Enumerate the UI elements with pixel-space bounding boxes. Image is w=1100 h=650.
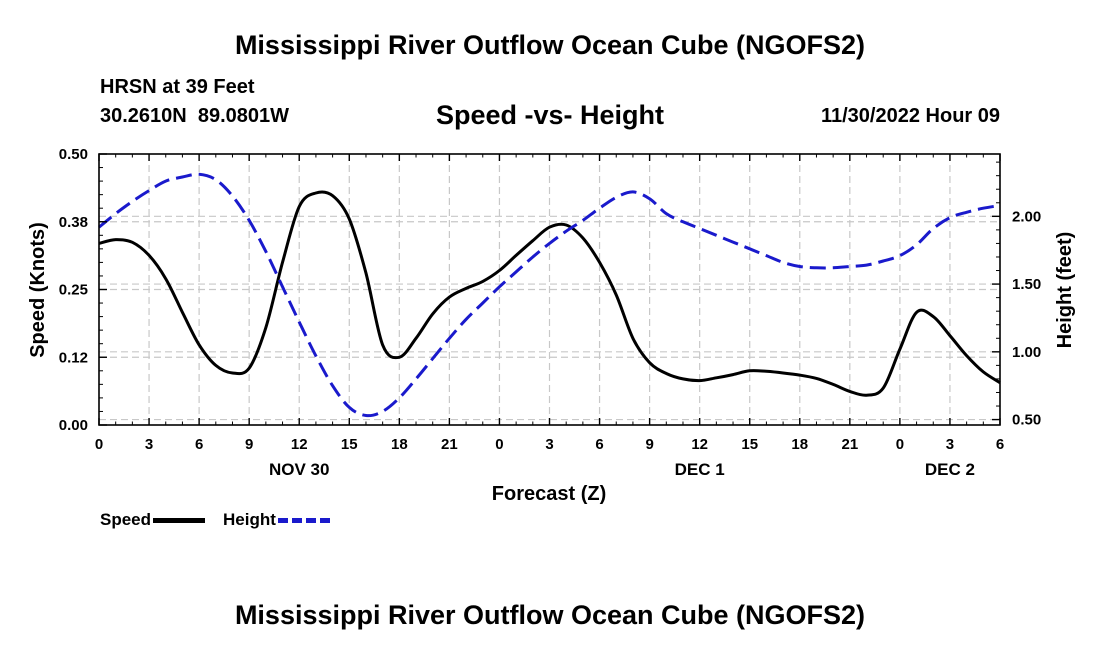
y-left-tick-label: 0.25 [59,282,88,299]
x-tick-label: 12 [291,436,308,453]
x-tick-label: 21 [441,436,458,453]
x-tick-label: 21 [841,436,858,453]
x-tick-label: 3 [145,436,153,453]
legend-speed-label: Speed [100,510,152,529]
x-tick-label: 15 [741,436,758,453]
x-day-label: DEC 1 [675,460,725,479]
x-tick-label: 0 [495,436,503,453]
axis-ticks [98,153,1001,426]
main-title: Mississippi River Outflow Ocean Cube (NG… [234,30,866,60]
coordinates-label: 30.2610N 89.0801W [100,105,290,127]
x-tick-label: 3 [545,436,553,453]
station-label: HRSN at 39 Feet [100,76,255,98]
y-right-axis-title: Height (feet) [1054,232,1076,349]
legend-height-label: Height [223,510,276,529]
x-tick-label: 12 [691,436,708,453]
legend-height-swatch [277,517,330,523]
x-tick-label: 3 [946,436,954,453]
y-left-tick-label: 0.38 [59,214,88,231]
axis-labels: 0 3 6 9 12 15 18 21 0 3 6 9 12 15 18 21 0 3 6 NOV 30 DEC 1 DE… [59,146,1041,479]
x-tick-label: 6 [595,436,603,453]
speed-series-line [98,190,1001,397]
y-left-tick-label: 0.00 [59,417,88,434]
y-left-tick-label: 0.50 [59,146,88,163]
height-series-line [98,172,1001,418]
y-left-tick-label: 0.12 [59,349,88,366]
x-tick-label: 18 [391,436,408,453]
grid-lines [99,154,1000,425]
x-tick-label: 15 [341,436,358,453]
x-tick-label: 6 [996,436,1004,453]
y-right-tick-label: 0.50 [1012,412,1041,429]
x-tick-label: 0 [896,436,904,453]
legend: Speed Height [100,508,330,532]
y-right-tick-label: 2.00 [1012,208,1041,225]
x-tick-label: 6 [195,436,203,453]
y-left-axis-title: Speed (Knots) [27,222,49,358]
y-right-tick-label: 1.00 [1012,344,1041,361]
x-tick-label: 0 [95,436,103,453]
x-tick-label: 9 [245,436,253,453]
chart-subtitle: Speed -vs- Height [435,100,665,130]
y-right-tick-label: 1.50 [1012,276,1041,293]
legend-speed-swatch [153,517,206,523]
series-lines [98,172,1001,418]
x-axis-title: Forecast (Z) [492,483,606,505]
x-tick-label: 18 [791,436,808,453]
x-day-label: NOV 30 [269,460,329,479]
x-tick-label: 9 [645,436,653,453]
forecast-datetime: 11/30/2022 Hour 09 [820,105,1000,127]
x-day-label: DEC 2 [925,460,975,479]
footer-title: Mississippi River Outflow Ocean Cube (NG… [234,600,866,630]
